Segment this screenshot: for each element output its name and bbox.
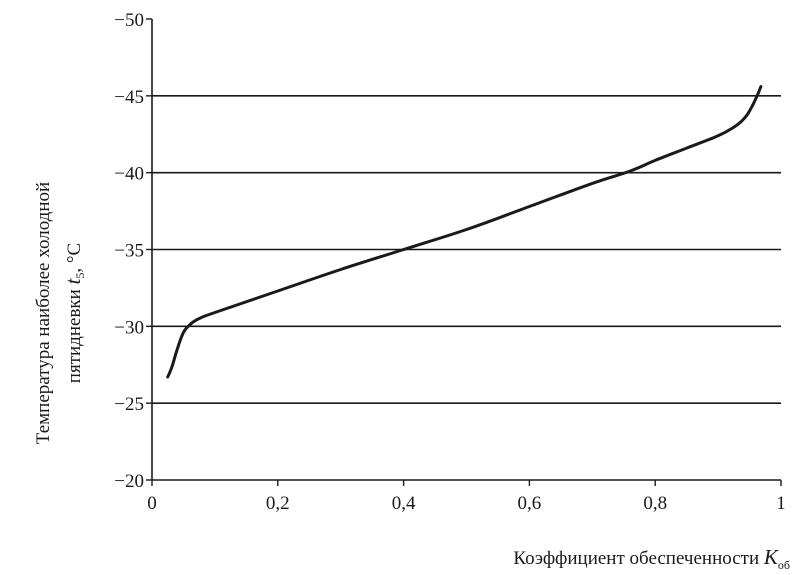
x-axis-label-sub: об [778,558,790,572]
grid [152,95,781,404]
x-tick-label: 0,4 [392,493,416,514]
series-line [166,85,763,379]
x-axis-label: Коэффициент обеспеченности Kоб [513,545,790,572]
x-tick-label: 0,2 [266,493,290,514]
x-tick-label: 0,6 [518,493,542,514]
y-tick-label: −25 [114,394,144,415]
y-tick-label: −40 [114,164,144,185]
x-axis-label-prefix: Коэффициент обеспеченности [513,548,764,569]
y-tick-label: −35 [114,241,144,262]
x-tick-label: 0 [147,493,157,514]
x-tick-label: 0,8 [643,493,667,514]
y-tick-label: −30 [114,317,144,338]
y-tick-label: −45 [114,87,144,108]
y-axis-label-line1: Температура наиболее холодной [33,182,54,444]
y-axis-label-prefix: пятидневки [64,284,85,383]
y-ticks: −50 −45 −40 −35 −30 −25 −20 [114,10,152,492]
y-tick-label: −20 [114,471,144,492]
x-axis-label-var: K [763,545,779,569]
x-ticks: 0 0,2 0,4 0,6 0,8 1 [147,480,786,514]
y-tick-label: −50 [114,10,144,31]
y-axis-label-sub: 5 [73,273,87,279]
plot-area [166,85,763,379]
y-axis-label-line2: пятидневки t5, °C [61,243,87,383]
y-axis-label-var: t [61,277,85,284]
y-axis-label-suffix: , °C [64,243,85,273]
x-tick-label: 1 [776,493,786,514]
